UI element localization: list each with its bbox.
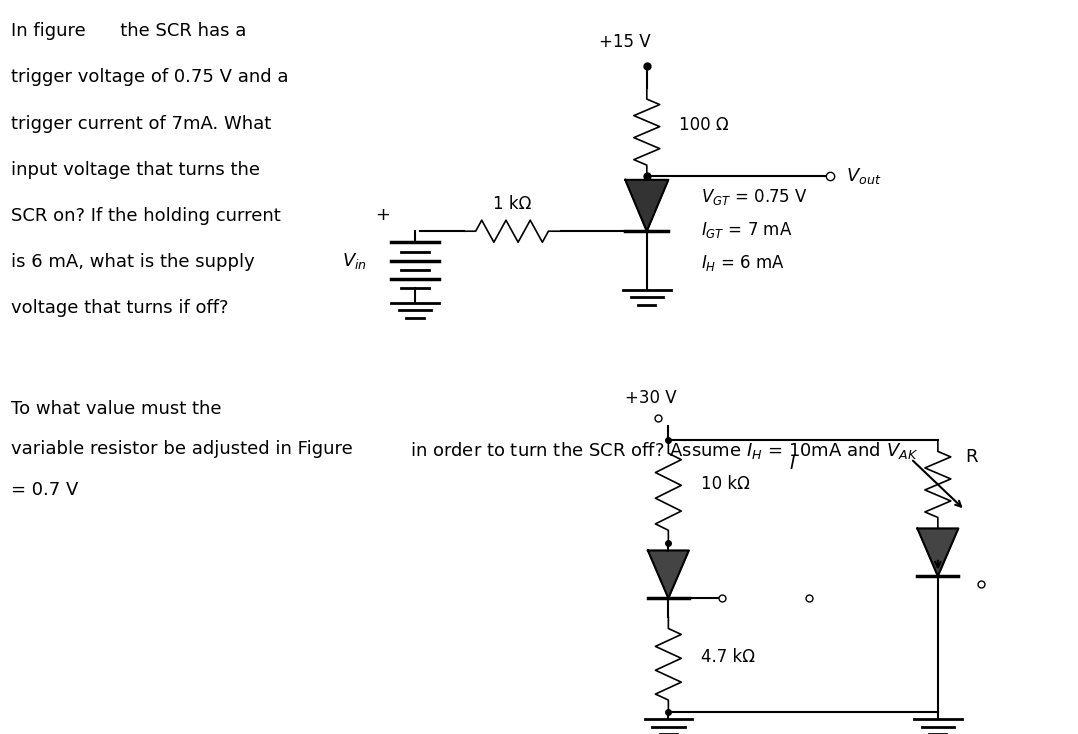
Text: +: + xyxy=(375,206,390,224)
Text: I: I xyxy=(790,455,794,473)
Text: 100 Ω: 100 Ω xyxy=(679,116,729,134)
Text: trigger voltage of 0.75 V and a: trigger voltage of 0.75 V and a xyxy=(11,68,288,87)
Text: $V_{GT}$ = 0.75 V: $V_{GT}$ = 0.75 V xyxy=(701,187,807,207)
Text: trigger current of 7mA. What: trigger current of 7mA. What xyxy=(11,115,271,133)
Text: is 6 mA, what is the supply: is 6 mA, what is the supply xyxy=(11,253,254,272)
Text: $V_{in}$: $V_{in}$ xyxy=(342,250,367,271)
Text: +30 V: +30 V xyxy=(625,389,677,407)
Text: In figure      the SCR has a: In figure the SCR has a xyxy=(11,22,246,40)
Text: To what value must the: To what value must the xyxy=(11,400,221,418)
Polygon shape xyxy=(648,550,689,598)
Text: +15 V: +15 V xyxy=(599,33,651,51)
Text: $I_{H}$ = 6 mA: $I_{H}$ = 6 mA xyxy=(701,253,785,273)
Text: 10 kΩ: 10 kΩ xyxy=(701,476,749,493)
Text: SCR on? If the holding current: SCR on? If the holding current xyxy=(11,207,280,225)
Text: = 0.7 V: = 0.7 V xyxy=(11,481,79,499)
Text: $I_{GT}$ = 7 mA: $I_{GT}$ = 7 mA xyxy=(701,220,792,240)
Polygon shape xyxy=(625,180,668,231)
Text: in order to turn the SCR off? Assume $I_H$ = 10mA and $V_{AK}$: in order to turn the SCR off? Assume $I_… xyxy=(410,440,917,462)
Text: 1 kΩ: 1 kΩ xyxy=(493,195,531,213)
Text: input voltage that turns the: input voltage that turns the xyxy=(11,161,260,179)
Text: $V_{out}$: $V_{out}$ xyxy=(846,166,882,186)
Polygon shape xyxy=(917,528,958,576)
Text: variable resistor be adjusted in Figure: variable resistor be adjusted in Figure xyxy=(11,440,353,459)
Text: 4.7 kΩ: 4.7 kΩ xyxy=(701,648,755,666)
Text: voltage that turns if off?: voltage that turns if off? xyxy=(11,299,229,318)
Text: R: R xyxy=(965,448,978,466)
